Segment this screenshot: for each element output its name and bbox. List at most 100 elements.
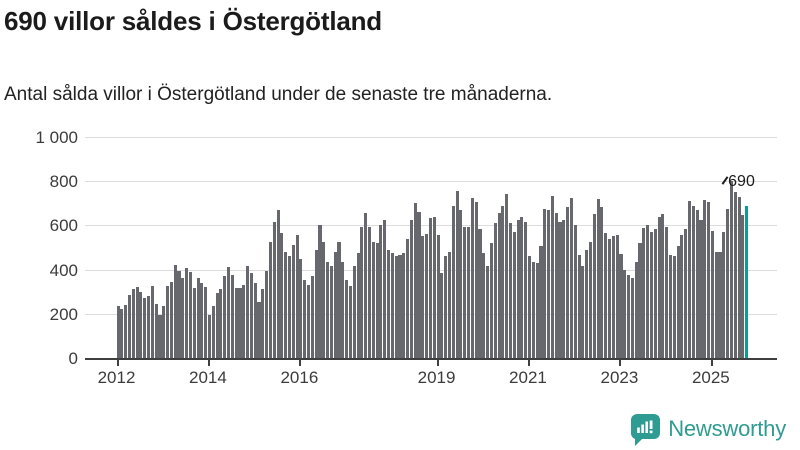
bar	[695, 209, 699, 358]
bar	[173, 265, 177, 358]
bar	[436, 235, 440, 358]
bar	[520, 216, 524, 358]
bar	[211, 306, 215, 358]
gridline	[85, 181, 777, 183]
bar	[581, 266, 585, 358]
bar	[649, 232, 653, 358]
bar	[272, 222, 276, 358]
bar	[421, 236, 425, 358]
y-axis-tick-label: 0	[68, 349, 78, 368]
bar	[459, 209, 463, 358]
bar	[447, 251, 452, 358]
bar	[688, 201, 692, 358]
x-axis-tick	[619, 360, 622, 366]
bar	[577, 255, 581, 358]
bar	[348, 286, 352, 358]
bar	[592, 214, 596, 358]
newsworthy-logo[interactable]: Newsworthy	[630, 412, 786, 446]
bar	[246, 266, 250, 358]
bar	[249, 272, 253, 358]
y-axis-tick-label: 800	[49, 172, 78, 192]
bar	[280, 233, 284, 358]
bar	[219, 289, 223, 358]
bar	[371, 241, 375, 358]
bar	[276, 209, 280, 358]
bar	[440, 272, 444, 358]
bar	[672, 256, 676, 358]
bar	[337, 241, 341, 358]
bar	[146, 296, 151, 358]
bar	[162, 306, 166, 358]
bar	[691, 205, 695, 358]
bar	[352, 266, 356, 358]
bar	[497, 213, 501, 358]
bar	[166, 286, 170, 358]
latest-value-label: 690	[728, 173, 755, 190]
bar	[169, 281, 173, 358]
bar	[562, 219, 566, 358]
bar	[200, 282, 204, 358]
bar	[714, 251, 718, 358]
bar	[238, 288, 242, 358]
bar	[668, 255, 673, 358]
x-axis-tick	[207, 360, 210, 366]
bar	[261, 289, 265, 358]
x-axis-tick	[710, 360, 713, 366]
y-axis-tick-label: 200	[49, 304, 78, 324]
bar	[486, 266, 490, 358]
bar	[379, 225, 383, 358]
bar	[230, 275, 234, 358]
bar	[390, 253, 394, 358]
bar	[387, 249, 391, 358]
bar	[569, 197, 573, 358]
bar	[143, 298, 147, 358]
bar	[341, 261, 345, 358]
x-axis-tick-label: 2019	[417, 368, 456, 387]
bar	[295, 235, 299, 358]
bar	[150, 286, 154, 358]
y-axis-tick-label: 600	[49, 216, 78, 236]
bar	[425, 234, 429, 358]
bar	[234, 288, 238, 358]
x-axis-tick-label: 2025	[691, 368, 730, 387]
bar	[516, 219, 520, 358]
bar	[707, 202, 711, 358]
bar	[383, 219, 387, 358]
bar	[356, 253, 360, 358]
bar	[607, 238, 612, 358]
bar	[512, 232, 516, 358]
bar	[703, 199, 707, 358]
x-axis-tick	[527, 360, 530, 366]
bar	[501, 205, 505, 358]
bar	[539, 246, 543, 358]
bar	[394, 256, 398, 358]
bar	[299, 258, 303, 358]
bar	[505, 194, 509, 358]
bar	[181, 278, 185, 358]
bar	[680, 235, 684, 358]
highlighted-bar	[745, 205, 749, 358]
bar	[524, 222, 528, 358]
bar	[467, 226, 471, 358]
bar-chart: 0 200 400 600 800 1 000 2012 2014 2016 2019 2021 20…	[0, 120, 800, 405]
bar	[329, 266, 333, 358]
bar	[364, 213, 368, 358]
gridline	[85, 137, 777, 138]
bar	[638, 243, 642, 358]
bar	[398, 255, 402, 358]
bar	[615, 235, 619, 358]
newsworthy-speech-bubble-chart-icon	[631, 413, 661, 446]
bar	[185, 268, 189, 358]
bar	[268, 241, 272, 358]
bar	[547, 209, 551, 358]
bar	[345, 279, 349, 358]
bar	[207, 314, 212, 358]
bar	[291, 245, 295, 358]
bar	[409, 219, 413, 358]
bar	[318, 225, 322, 358]
bar	[634, 261, 638, 358]
bar	[729, 181, 733, 358]
bar	[478, 228, 482, 358]
bar	[550, 195, 554, 358]
brand-name: Newsworthy	[668, 416, 786, 441]
